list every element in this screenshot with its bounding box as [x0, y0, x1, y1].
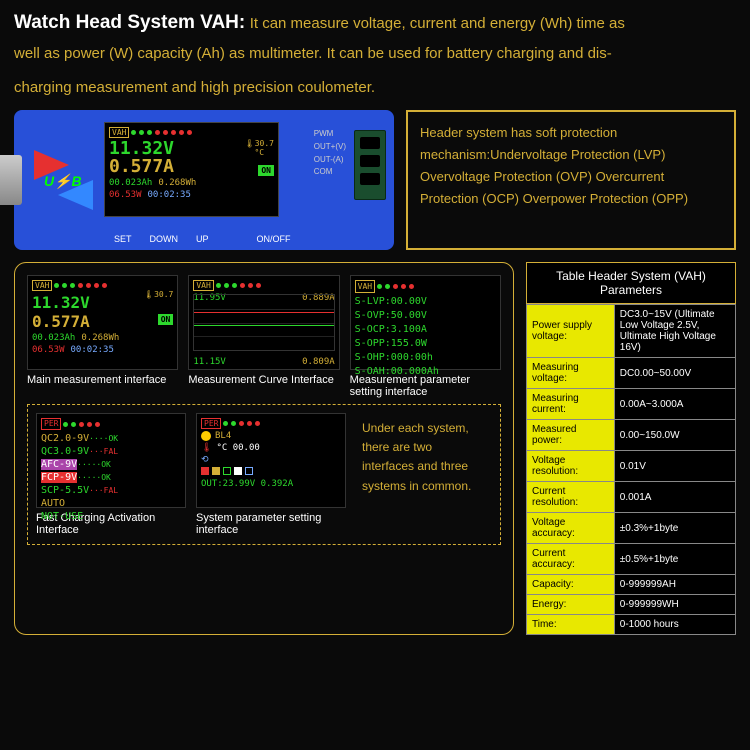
- device-illustration: U⚡B VAH 11.32V 0.577A 🌡30.7°C ON 00.023A…: [14, 110, 394, 250]
- header: Watch Head System VAH: It can measure vo…: [14, 12, 736, 36]
- on-badge: ON: [258, 165, 274, 176]
- terminal-block: [354, 130, 386, 200]
- protection-info: Header system has soft protection mechan…: [406, 110, 736, 250]
- device-lcd: VAH 11.32V 0.577A 🌡30.7°C ON 00.023Ah0.2…: [104, 122, 279, 217]
- table-row: Measuring voltage:DC0.00~50.00V: [527, 358, 736, 389]
- terminal-labels: PWMOUT+(V)OUT-(A)COM: [314, 128, 346, 179]
- interfaces-caption: Under each system, there are two interfa…: [356, 413, 492, 536]
- usb-plug-icon: [0, 155, 22, 205]
- temp-reading: 🌡30.7°C: [245, 139, 274, 157]
- table-row: Capacity:0-999999AH: [527, 575, 736, 595]
- table-row: Measured power:0.00~150.0W: [527, 420, 736, 451]
- table-title: Table Header System (VAH) Parameters: [526, 262, 736, 304]
- desc-line1: It can measure voltage, current and ener…: [250, 15, 625, 32]
- table-row: Time:0-1000 hours: [527, 615, 736, 635]
- params-table: Power supply voltage:DC3.0~15V (Ultimate…: [526, 304, 736, 635]
- button-labels: SETDOWNUPON/OFF: [114, 234, 291, 244]
- table-row: Energy:0-999999WH: [527, 595, 736, 615]
- usb-logo: U⚡B: [44, 173, 82, 190]
- page-title: Watch Head System VAH:: [14, 12, 245, 33]
- params-table-section: Table Header System (VAH) Parameters Pow…: [526, 262, 736, 635]
- table-row: Power supply voltage:DC3.0~15V (Ultimate…: [527, 305, 736, 358]
- sun-icon: [201, 431, 211, 441]
- dashed-group: PER QC2.0-9V····OK QC3.0-9V···FAL AFC-9V…: [27, 404, 501, 545]
- interface-curve: VAH 11.95V0.889A 11.15V0.809A Measuremen…: [188, 275, 339, 398]
- vah-tag: VAH: [109, 127, 129, 138]
- table-row: Current resolution:0.001A: [527, 482, 736, 513]
- interface-system: PER BL4 🌡°C 00.00 ⟲ OUT:23.99V 0.392A Sy…: [196, 413, 346, 536]
- interfaces-panel: VAH 11.32V0.577A 🌡30.7 ON 00.023Ah0.268W…: [14, 262, 514, 635]
- interface-param: VAH S-LVP:00.00VS-OVP:50.00VS-OCP:3.100A…: [350, 275, 501, 398]
- table-row: Voltage accuracy:±0.3%+1byte: [527, 513, 736, 544]
- interface-fastcharge: PER QC2.0-9V····OK QC3.0-9V···FAL AFC-9V…: [36, 413, 186, 536]
- table-row: Current accuracy:±0.5%+1byte: [527, 544, 736, 575]
- arrow-area: U⚡B: [26, 145, 101, 215]
- table-row: Measuring current:0.00A~3.000A: [527, 389, 736, 420]
- current-reading: 0.577A: [109, 158, 274, 176]
- interface-main: VAH 11.32V0.577A 🌡30.7 ON 00.023Ah0.268W…: [27, 275, 178, 398]
- desc-line2: well as power (W) capacity (Ah) as multi…: [14, 42, 736, 66]
- table-row: Voltage resolution:0.01V: [527, 451, 736, 482]
- desc-line3: charging measurement and high precision …: [14, 76, 736, 100]
